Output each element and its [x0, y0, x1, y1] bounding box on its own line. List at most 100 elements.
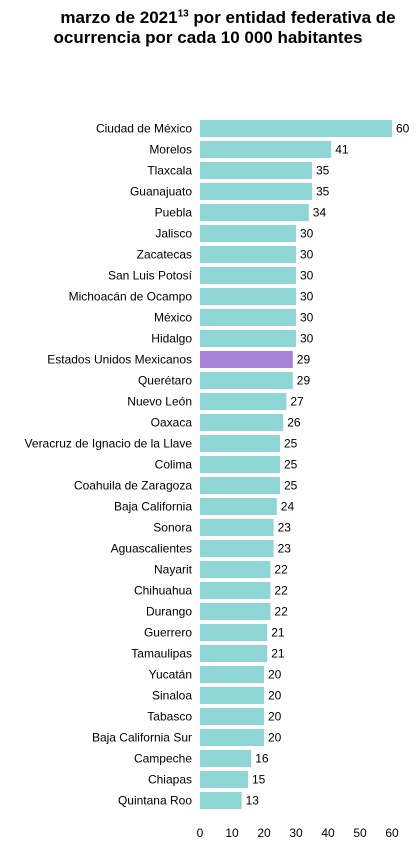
category-label-san-luis-potosi: San Luis Potosí	[108, 269, 193, 283]
value-label-jalisco: 30	[300, 227, 314, 241]
value-label-coahuila-de-zaragoza: 25	[284, 479, 298, 493]
chart-title: marzo de 202113 por entidad federativa d…	[0, 8, 416, 48]
bar-coahuila-de-zaragoza	[200, 477, 280, 494]
x-tick-label-0: 0	[197, 826, 204, 840]
category-label-yucatan: Yucatán	[149, 668, 192, 682]
value-label-oaxaca: 26	[287, 416, 301, 430]
value-label-sonora: 23	[278, 521, 292, 535]
category-label-morelos: Morelos	[149, 143, 192, 157]
value-label-mexico: 30	[300, 311, 314, 325]
value-label-guanajuato: 35	[316, 185, 330, 199]
category-label-oaxaca: Oaxaca	[151, 416, 193, 430]
value-label-yucatan: 20	[268, 668, 282, 682]
value-label-veracruz-de-ignacio-de-la-llave: 25	[284, 437, 298, 451]
category-label-chiapas: Chiapas	[148, 773, 192, 787]
value-label-colima: 25	[284, 458, 298, 472]
bar-mexico	[200, 309, 296, 326]
value-label-nuevo-leon: 27	[290, 395, 304, 409]
category-label-veracruz-de-ignacio-de-la-llave: Veracruz de Ignacio de la Llave	[25, 437, 193, 451]
category-label-sinaloa: Sinaloa	[152, 689, 192, 703]
x-tick-label-60: 60	[385, 826, 399, 840]
bar-san-luis-potosi	[200, 267, 296, 284]
bar-durango	[200, 603, 271, 620]
title-superscript: 13	[177, 8, 189, 20]
category-label-tlaxcala: Tlaxcala	[147, 164, 192, 178]
category-label-baja-california-sur: Baja California Sur	[92, 731, 192, 745]
category-label-colima: Colima	[155, 458, 193, 472]
value-label-tabasco: 20	[268, 710, 282, 724]
bar-morelos	[200, 141, 332, 158]
bar-estados-unidos-mexicanos	[200, 351, 293, 368]
value-label-ciudad-de-mexico: 60	[396, 122, 410, 136]
x-tick-label-10: 10	[225, 826, 239, 840]
chart-title-line-2: ocurrencia por cada 10 000 habitantes	[53, 28, 363, 47]
category-label-ciudad-de-mexico: Ciudad de México	[96, 122, 192, 136]
bar-guanajuato	[200, 183, 312, 200]
bar-nuevo-leon	[200, 393, 287, 410]
value-label-baja-california: 24	[281, 500, 295, 514]
value-label-quintana-roo: 13	[246, 794, 260, 808]
bar-zacatecas	[200, 246, 296, 263]
category-label-puebla: Puebla	[155, 206, 193, 220]
value-label-group: 60 41 35 35 34 30 30 30 30 30 30 29 29 27 26 25 25 25 24 23…	[246, 122, 410, 808]
category-label-mexico: México	[154, 311, 192, 325]
bar-veracruz-de-ignacio-de-la-llave	[200, 435, 280, 452]
category-label-jalisco: Jalisco	[155, 227, 192, 241]
category-label-guerrero: Guerrero	[144, 626, 192, 640]
bar-quintana-roo	[200, 792, 242, 809]
category-label-quintana-roo: Quintana Roo	[118, 794, 192, 808]
category-label-nayarit: Nayarit	[154, 563, 193, 577]
value-label-durango: 22	[274, 605, 288, 619]
value-label-aguascalientes: 23	[278, 542, 292, 556]
bar-campeche	[200, 750, 252, 767]
bar-sonora	[200, 519, 274, 536]
bar-baja-california	[200, 498, 277, 515]
value-label-campeche: 16	[255, 752, 269, 766]
bar-jalisco	[200, 225, 296, 242]
x-axis-tick-group: 0 10 20 30 40 50 60	[197, 826, 399, 840]
bar-ciudad-de-mexico	[200, 120, 392, 137]
bar-tlaxcala	[200, 162, 312, 179]
x-tick-label-20: 20	[257, 826, 271, 840]
category-label-baja-california: Baja California	[114, 500, 192, 514]
value-label-zacatecas: 30	[300, 248, 314, 262]
category-label-guanajuato: Guanajuato	[130, 185, 192, 199]
category-label-zacatecas: Zacatecas	[137, 248, 192, 262]
value-label-chiapas: 15	[252, 773, 266, 787]
value-label-sinaloa: 20	[268, 689, 282, 703]
category-label-queretaro: Querétaro	[138, 374, 192, 388]
bar-baja-california-sur	[200, 729, 264, 746]
bar-chihuahua	[200, 582, 271, 599]
category-label-nuevo-leon: Nuevo León	[127, 395, 192, 409]
bar-yucatan	[200, 666, 264, 683]
value-label-guerrero: 21	[271, 626, 285, 640]
bar-queretaro	[200, 372, 293, 389]
bar-colima	[200, 456, 280, 473]
x-tick-label-50: 50	[353, 826, 367, 840]
value-label-baja-california-sur: 20	[268, 731, 282, 745]
value-label-estados-unidos-mexicanos: 29	[297, 353, 311, 367]
category-label-tamaulipas: Tamaulipas	[131, 647, 192, 661]
bar-guerrero	[200, 624, 268, 641]
category-label-tabasco: Tabasco	[147, 710, 192, 724]
value-label-nayarit: 22	[274, 563, 288, 577]
category-label-chihuahua: Chihuahua	[134, 584, 192, 598]
value-label-tlaxcala: 35	[316, 164, 330, 178]
chart-title-line-1: marzo de 202113 por entidad federativa d…	[60, 8, 396, 27]
category-label-aguascalientes: Aguascalientes	[111, 542, 192, 556]
category-label-hidalgo: Hidalgo	[151, 332, 192, 346]
bar-sinaloa	[200, 687, 264, 704]
bar-aguascalientes	[200, 540, 274, 557]
value-label-queretaro: 29	[297, 374, 311, 388]
bar-hidalgo	[200, 330, 296, 347]
bar-oaxaca	[200, 414, 284, 431]
x-tick-label-40: 40	[321, 826, 335, 840]
value-label-morelos: 41	[335, 143, 349, 157]
bar-puebla	[200, 204, 309, 221]
bar-tabasco	[200, 708, 264, 725]
category-label-coahuila-de-zaragoza: Coahuila de Zaragoza	[74, 479, 192, 493]
category-label-estados-unidos-mexicanos: Estados Unidos Mexicanos	[47, 353, 192, 367]
bar-chiapas	[200, 771, 248, 788]
bar-michoacan-de-ocampo	[200, 288, 296, 305]
